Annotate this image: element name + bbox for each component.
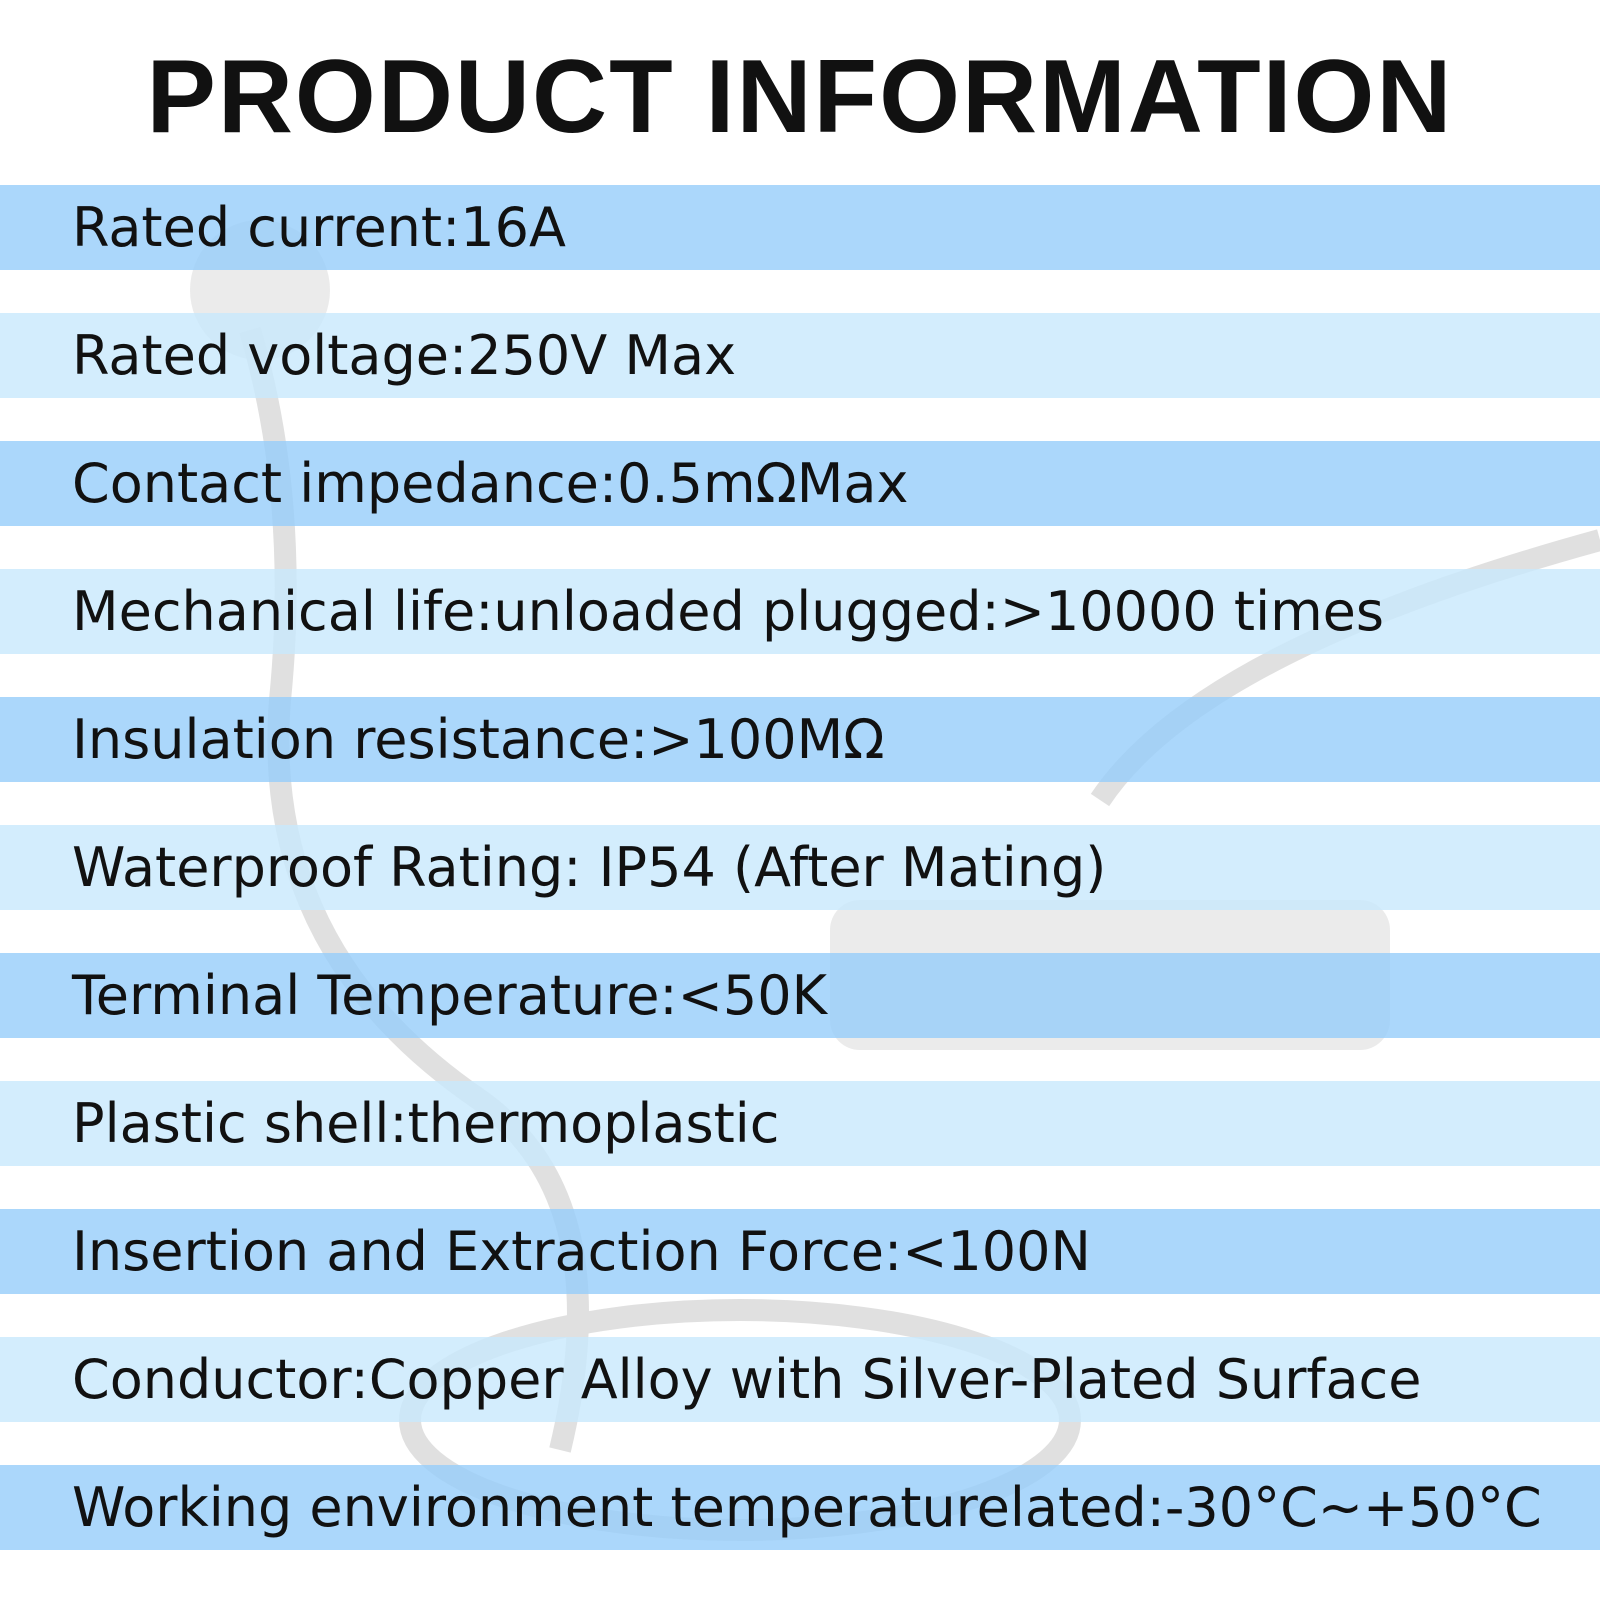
spec-row: Plastic shell:thermoplastic [0,1081,1600,1166]
spec-row: Waterproof Rating: IP54 (After Mating) [0,825,1600,910]
spec-row: Insertion and Extraction Force:<100N [0,1209,1600,1294]
spec-row: Insulation resistance:>100MΩ [0,697,1600,782]
spec-row: Terminal Temperature:<50K [0,953,1600,1038]
spec-row: Rated current:16A [0,185,1600,270]
spec-row: Mechanical life:unloaded plugged:>10000 … [0,569,1600,654]
spec-row: Conductor:Copper Alloy with Silver-Plate… [0,1337,1600,1422]
spec-row: Rated voltage:250V Max [0,313,1600,398]
title: PRODUCT INFORMATION [146,39,1454,155]
spec-row: Contact impedance:0.5mΩMax [0,441,1600,526]
spec-row: Working environment temperaturelated:-30… [0,1465,1600,1550]
